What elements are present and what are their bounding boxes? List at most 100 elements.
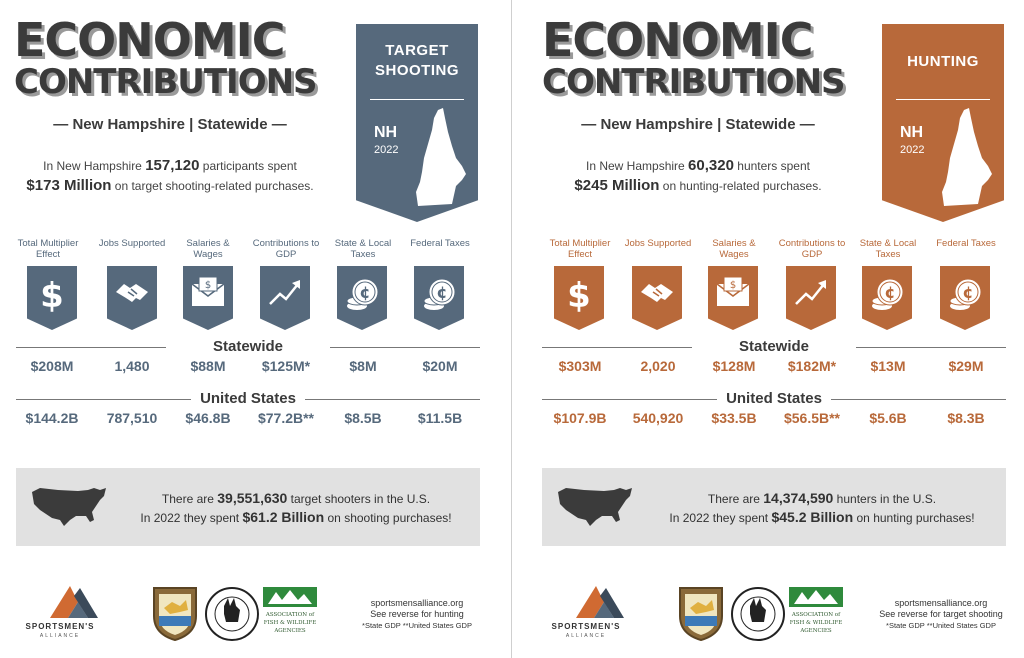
trend-up-icon [260,266,310,330]
us-summary-line1: There are 14,374,590 hunters in the U.S. [707,490,937,506]
category-label: State & Local Taxes [334,238,392,260]
statewide-value: $303M [558,358,602,374]
footer-site: sportsmensalliance.org [370,598,464,608]
trend-up-icon [786,266,836,330]
banner-divider [370,99,464,100]
svg-text:$: $ [40,276,64,314]
category-label: Federal Taxes [410,238,470,249]
svg-text:¢: ¢ [884,283,895,302]
svg-text:¢: ¢ [359,283,370,302]
org-name: SPORTSMEN'S [25,622,95,631]
usfws-shield-icon [679,587,723,642]
us-value: 787,510 [106,410,158,426]
banner-title: TARGET SHOOTING [374,42,459,79]
svg-text:$: $ [205,280,211,291]
footer-notes: *State GDP **United States GDP [886,621,996,630]
category-label: Contributions to GDP [778,238,846,260]
sportsmens-alliance-logo-icon [50,586,98,618]
new-hampshire-map-icon [942,108,992,206]
us-value: $46.8B [185,410,231,426]
category-label: Salaries & Wages [186,238,230,260]
coins-icon: ¢ [414,266,464,330]
dollar-icon: $ [554,266,604,330]
footer-reverse: See reverse for hunting [370,609,464,619]
svg-text:FISH & WILDLIFE: FISH & WILDLIFE [790,620,843,626]
footer-text: sportsmensalliance.org See reverse for h… [352,598,482,631]
us-value: 540,920 [632,410,684,426]
statewide-value: 2,020 [640,358,676,374]
statewide-value: $88M [190,358,226,374]
us-value: $107.9B [553,410,607,426]
state-banner: TARGET SHOOTING NH 2022 [356,24,478,222]
category-label: Federal Taxes [936,238,996,249]
envelope-money-icon: $ [183,266,233,330]
statewide-value: $125M* [261,358,311,374]
coins-icon: ¢ [940,266,990,330]
usfws-shield-icon [153,587,197,642]
intro-text: In New Hampshire 157,120 participants sp… [26,157,314,194]
page-title: ECONOMIC CONTRIBUTIONS [542,13,846,102]
banner-title: HUNTING [907,53,979,70]
handshake-icon [107,266,157,330]
afwa-logo-icon: ASSOCIATION of FISH & WILDLIFE AGENCIES [789,587,843,634]
coins-icon: ¢ [337,266,387,330]
banner-year: 2022 [900,144,925,156]
wildlife-restoration-seal-icon [731,587,785,641]
subtitle: — New Hampshire | Statewide — [53,116,287,133]
intro-text: In New Hampshire 60,320 hunters spent $2… [574,157,822,194]
category-label: Contributions to GDP [252,238,320,260]
svg-text:$: $ [730,280,736,291]
page-title: ECONOMIC CONTRIBUTIONS [14,13,318,102]
us-value: $77.2B** [257,410,315,426]
panel-hunting: ECONOMIC CONTRIBUTIONS — New Hampshire |… [512,0,1024,658]
subtitle: — New Hampshire | Statewide — [581,116,815,133]
category-label: Jobs Supported [624,238,692,249]
us-summary-line2: In 2022 they spent $61.2 Billion on shoo… [140,509,452,525]
handshake-icon [632,266,682,330]
banner-year: 2022 [374,144,399,156]
us-summary-line1: There are 39,551,630 target shooters in … [161,490,431,506]
category-label: Total Multiplier Effect [17,238,79,260]
svg-text:$: $ [567,276,591,314]
sportsmens-alliance-logo-icon [576,586,624,618]
new-hampshire-map-icon [416,108,466,206]
footer-text: sportsmensalliance.org See reverse for t… [876,598,1006,631]
afwa-logo-icon: ASSOCIATION of FISH & WILDLIFE AGENCIES [263,587,317,634]
envelope-money-icon: $ [708,266,758,330]
statewide-value: $29M [948,358,984,374]
us-summary-box: There are 14,374,590 hunters in the U.S.… [542,468,1006,546]
category-label: Total Multiplier Effect [549,238,611,260]
us-value: $8.5B [344,410,382,426]
banner-state: NH [900,124,924,141]
section-statewide: Statewide [542,338,1006,355]
footer-site: sportsmensalliance.org [894,598,988,608]
us-value: $5.6B [869,410,907,426]
category-label: State & Local Taxes [859,238,917,260]
org-name: SPORTSMEN'S [551,622,621,631]
us-value: $8.3B [947,410,985,426]
coins-icon: ¢ [862,266,912,330]
svg-text:AGENCIES: AGENCIES [273,628,306,634]
us-value: $144.2B [25,410,79,426]
wildlife-restoration-seal-icon [205,587,259,641]
statewide-value: $128M [712,358,756,374]
org-sub: ALLIANCE [39,633,81,639]
svg-text:AGENCIES: AGENCIES [799,628,832,634]
statewide-value: $8M [349,358,377,374]
statewide-value: $208M [30,358,74,374]
svg-text:¢: ¢ [962,283,973,302]
footer-reverse: See reverse for target shooting [879,609,1003,619]
banner-state: NH [374,124,398,141]
us-value: $11.5B [417,410,463,426]
statewide-value: $13M [870,358,906,374]
footer-notes: *State GDP **United States GDP [362,621,472,630]
svg-text:ASSOCIATION of: ASSOCIATION of [791,612,841,618]
us-summary-line2: In 2022 they spent $45.2 Billion on hunt… [669,509,975,525]
org-sub: ALLIANCE [565,633,607,639]
state-banner: HUNTING NH 2022 [882,24,1004,222]
statewide-value: $20M [422,358,458,374]
banner-divider [896,99,990,100]
category-label: Jobs Supported [98,238,166,249]
panel-target-shooting: ECONOMIC CONTRIBUTIONS — New Hampshire |… [14,0,512,658]
us-summary-box: There are 39,551,630 target shooters in … [16,468,480,546]
